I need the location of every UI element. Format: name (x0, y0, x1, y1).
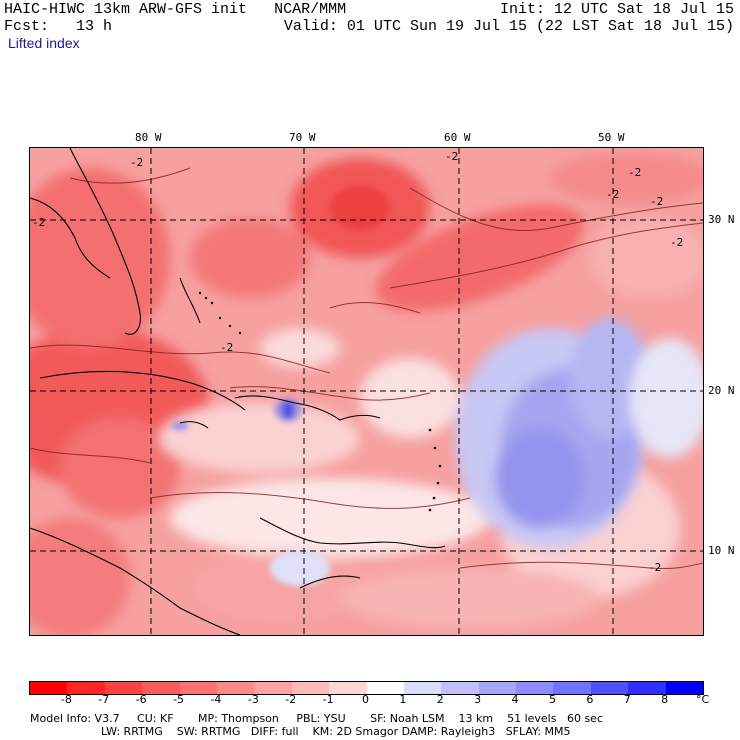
contour-label: -2 (32, 216, 45, 229)
lon-label-70w: 70 W (289, 131, 316, 144)
lon-label-80w: 80 W (135, 131, 162, 144)
colorbar-swatch (441, 682, 479, 694)
colorbar-swatch (104, 682, 143, 694)
contour-label: -2 (220, 341, 233, 354)
contour-label: -2 (648, 561, 661, 574)
field-name: Lifted index (8, 35, 80, 51)
colorbar-swatch (665, 682, 704, 694)
lat-label-20n: 20 N (708, 384, 735, 397)
lat-label-30n: 30 N (708, 213, 735, 226)
colorbar-tick-label: -2 (285, 693, 297, 706)
contour-label: -2 (606, 188, 619, 201)
contour-label: -2 (130, 156, 143, 169)
colorbar-swatch (516, 682, 554, 694)
colorbar-swatch (216, 682, 255, 694)
colorbar (29, 681, 704, 695)
island-dots (198, 291, 442, 512)
colorbar-swatch (590, 682, 629, 694)
contour-labels: -2 -2 -2 -2 -2 -2 -2 -2 -2 (32, 150, 683, 574)
forecast-hour: Fcst: 13 h (4, 18, 113, 35)
colorbar-tick-label: -8 (60, 693, 72, 706)
model-info-line-1: Model Info: V3.7 CU: KF MP: Thompson PBL… (30, 712, 603, 725)
colorbar-swatch (30, 682, 68, 694)
colorbar-tick-label: 8 (661, 693, 669, 706)
contour-label: -2 (650, 195, 663, 208)
colorbar-swatch (553, 682, 591, 694)
model-title: HAIC-HIWC 13km ARW-GFS init NCAR/MMM (4, 1, 347, 18)
lon-label-50w: 50 W (598, 131, 625, 144)
coastlines (30, 148, 446, 635)
model-info-line-2: LW: RRTMG SW: RRTMG DIFF: full KM: 2D Sm… (101, 725, 571, 738)
colorbar-tick-label: 5 (548, 693, 556, 706)
lat-label-10n: 10 N (708, 544, 735, 557)
contour-label: -2 (628, 166, 641, 179)
colorbar-unit: °C (696, 693, 710, 706)
colorbar-swatch (179, 682, 217, 694)
colorbar-tick-label: 1 (399, 693, 407, 706)
graticule (30, 148, 703, 635)
colorbar-tick-label: -4 (210, 693, 222, 706)
colorbar-ticks: -8 -7 -6 -5 -4 -3 -2 -1 0 1 2 3 4 5 6 7 8 (29, 693, 704, 709)
valid-time: Valid: 01 UTC Sun 19 Jul 15 (22 LST Sat … (283, 18, 734, 35)
colorbar-swatch (628, 682, 666, 694)
colorbar-swatch (291, 682, 330, 694)
colorbar-tick-label: -3 (247, 693, 259, 706)
colorbar-swatch (478, 682, 517, 694)
field-detail (172, 186, 390, 586)
colorbar-swatch (67, 682, 105, 694)
colorbar-swatch (254, 682, 292, 694)
contour-lines (30, 167, 703, 569)
field-shading (30, 153, 703, 635)
colorbar-tick-label: 2 (436, 693, 444, 706)
colorbar-tick-label: -6 (135, 693, 147, 706)
lifted-index-map: -2 -2 -2 -2 -2 -2 -2 -2 -2 (30, 148, 703, 635)
contour-label: -2 (670, 236, 683, 249)
colorbar-tick-label: 3 (474, 693, 482, 706)
colorbar-tick-label: -5 (173, 693, 185, 706)
colorbar-tick-label: 6 (586, 693, 594, 706)
contour-label: -2 (445, 150, 458, 163)
colorbar-tick-label: 4 (511, 693, 519, 706)
init-time: Init: 12 UTC Sat 18 Jul 15 (499, 1, 734, 18)
map-panel: -2 -2 -2 -2 -2 -2 -2 -2 -2 (29, 147, 704, 636)
colorbar-swatch (329, 682, 367, 694)
colorbar-swatch (366, 682, 404, 694)
colorbar-tick-label: -7 (98, 693, 110, 706)
colorbar-tick-label: 0 (362, 693, 369, 706)
colorbar-tick-label: -1 (322, 693, 334, 706)
lon-label-60w: 60 W (444, 131, 471, 144)
colorbar-swatch (142, 682, 180, 694)
colorbar-tick-label: 7 (623, 693, 631, 706)
colorbar-swatch (403, 682, 442, 694)
